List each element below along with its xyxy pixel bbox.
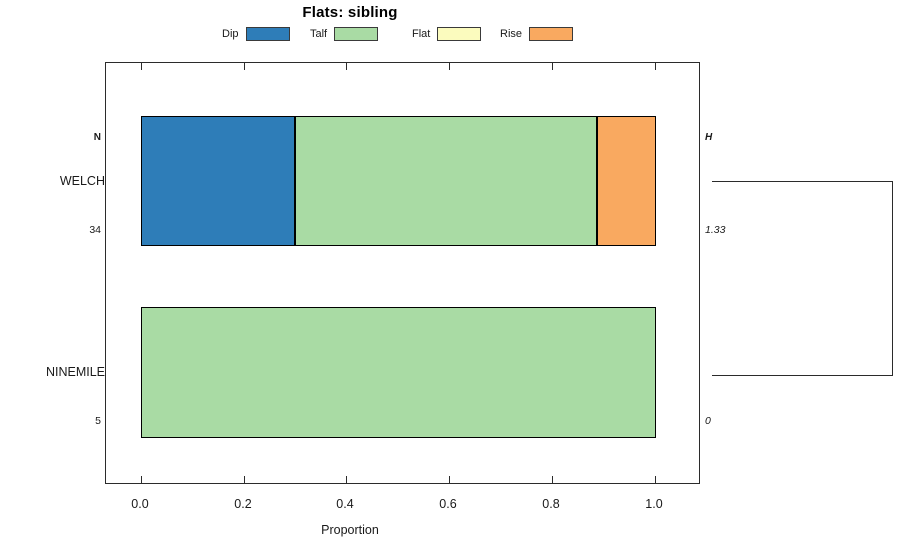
legend-entry-flat: Flat (412, 25, 482, 43)
legend-label-flat: Flat (412, 28, 431, 40)
legend-swatch-rise (529, 27, 574, 41)
legend-swatch-dip (245, 27, 290, 41)
bar-row-ninemile (106, 307, 699, 438)
xtick-label-1: 0.2 (234, 497, 252, 511)
bar-segment-welch-talf[interactable] (295, 116, 597, 246)
xtick-label-2: 0.4 (336, 497, 354, 511)
left-gutter: WELCH NINEMILE N 34 5 (0, 0, 105, 560)
tick-bottom-4 (552, 476, 554, 483)
bar-segment-welch-rise[interactable] (597, 116, 656, 246)
legend-label-dip: Dip (222, 28, 239, 40)
tick-bottom-3 (449, 476, 451, 483)
tick-top-0 (141, 63, 143, 70)
bar-segment-welch-dip[interactable] (141, 116, 295, 246)
dendrogram-arm-ninemile (712, 375, 893, 377)
tick-bottom-2 (346, 476, 348, 483)
h-value-welch: 1.33 (705, 224, 726, 236)
xtick-label-0: 0.0 (131, 497, 149, 511)
right-gutter: H 1.33 0 (700, 0, 900, 560)
xtick-label-5: 1.0 (645, 497, 663, 511)
legend-label-rise: Rise (500, 28, 523, 40)
legend-entry-dip: Dip (222, 25, 290, 43)
row-label-ninemile: NINEMILE (45, 365, 105, 379)
n-value-welch: 34 (89, 224, 101, 236)
legend-entry-talf: Talf (310, 25, 379, 43)
tick-top-3 (449, 63, 451, 70)
legend-entry-rise: Rise (500, 25, 574, 43)
tick-top-4 (552, 63, 554, 70)
legend: Dip Talf Flat Rise (105, 25, 700, 45)
legend-swatch-flat (437, 27, 482, 41)
h-column-header: H (705, 132, 713, 143)
tick-top-2 (346, 63, 348, 70)
row-label-welch: WELCH (59, 174, 105, 188)
bar-segment-ninemile-talf[interactable] (141, 307, 656, 438)
tick-bottom-5 (655, 476, 657, 483)
tick-bottom-0 (141, 476, 143, 483)
xtick-label-3: 0.6 (439, 497, 457, 511)
tick-top-5 (655, 63, 657, 70)
h-value-ninemile: 0 (705, 415, 711, 427)
x-axis-title: Proportion (321, 523, 379, 537)
xtick-label-4: 0.8 (542, 497, 560, 511)
legend-swatch-talf (334, 27, 379, 41)
bar-row-welch (106, 116, 699, 246)
dendrogram-arm-welch (712, 181, 893, 183)
chart-title: Flats: sibling (302, 4, 398, 21)
legend-label-talf: Talf (310, 28, 328, 40)
tick-top-1 (244, 63, 246, 70)
plot-panel (105, 62, 700, 484)
tick-bottom-1 (244, 476, 246, 483)
dendrogram-join-spine (892, 181, 894, 376)
n-column-header: N (93, 132, 101, 143)
n-value-ninemile: 5 (95, 415, 101, 427)
